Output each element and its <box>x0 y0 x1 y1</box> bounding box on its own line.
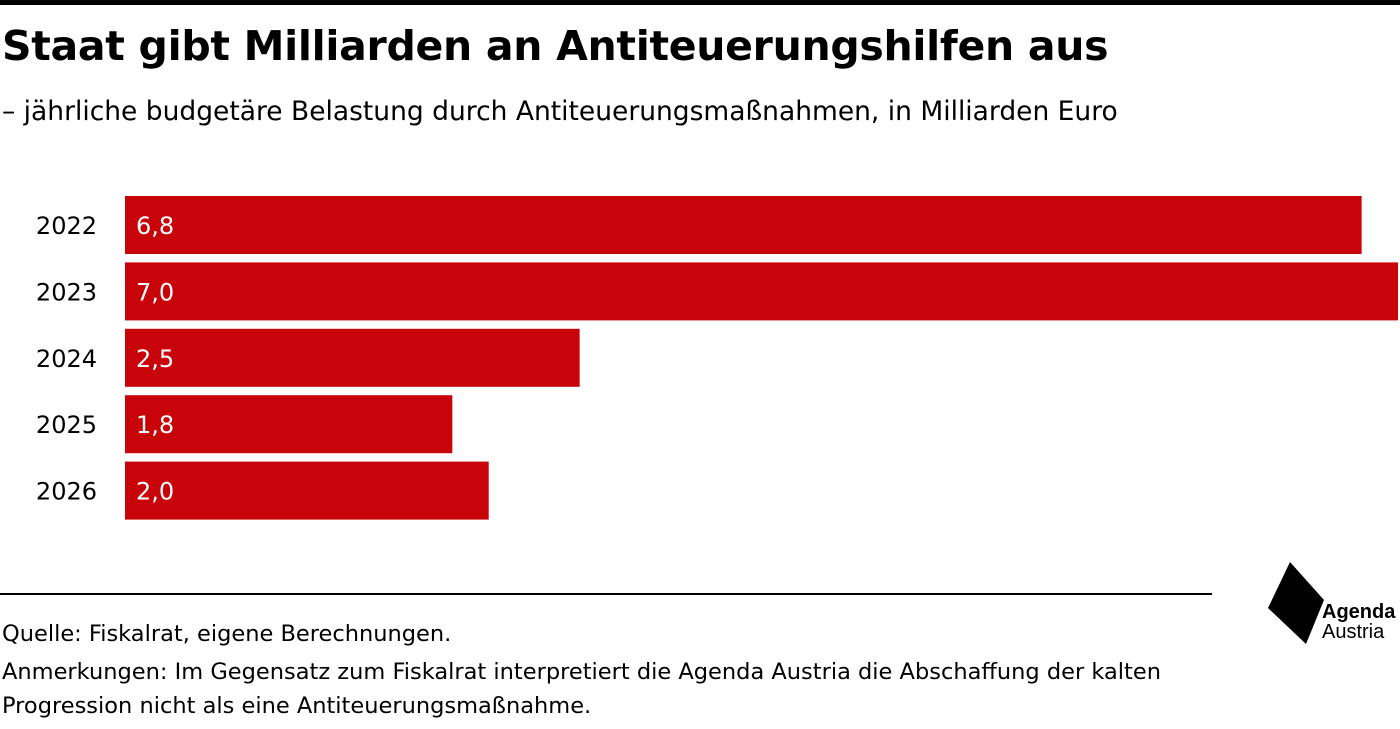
category-label-2025: 2025 <box>36 411 97 439</box>
logo-line-2: Austria <box>1322 621 1385 643</box>
source-note: Quelle: Fiskalrat, eigene Berechnungen. <box>2 621 452 647</box>
category-label-2026: 2026 <box>36 478 97 506</box>
logo-mark-icon <box>1268 562 1324 644</box>
value-label-2024: 2,5 <box>136 345 174 373</box>
agenda-austria-logo: Agenda Austria <box>1266 560 1400 650</box>
bar-2025 <box>125 395 453 454</box>
logo-wordmark: Agenda Austria <box>1322 602 1395 642</box>
bar-chart: 2022 6,8 2023 7,0 2024 2,5 2025 1,8 2026 2,0 <box>36 196 1398 520</box>
bottom-rule <box>0 593 1212 595</box>
top-rule <box>0 0 1400 5</box>
bars-group: 2022 6,8 2023 7,0 2024 2,5 2025 1,8 2026 2,0 <box>36 196 1398 520</box>
value-label-2026: 2,0 <box>136 478 174 506</box>
remarks-note: Anmerkungen: Im Gegensatz zum Fiskalrat … <box>2 659 1161 719</box>
value-label-2025: 1,8 <box>136 411 174 439</box>
bar-2022 <box>125 196 1362 254</box>
value-label-2022: 6,8 <box>136 212 174 240</box>
chart-title: Staat gibt Milliarden an Antiteuerungshi… <box>2 22 1109 70</box>
bar-2026 <box>125 461 489 520</box>
category-label-2023: 2023 <box>36 278 97 306</box>
bar-2023 <box>125 262 1398 321</box>
chart-subtitle: – jährliche budgetäre Belastung durch An… <box>2 96 1118 127</box>
logo-line-1: Agenda <box>1322 601 1396 623</box>
bar-2024 <box>125 328 580 387</box>
category-label-2024: 2024 <box>36 345 97 373</box>
value-label-2023: 7,0 <box>136 278 174 306</box>
category-label-2022: 2022 <box>36 212 97 240</box>
